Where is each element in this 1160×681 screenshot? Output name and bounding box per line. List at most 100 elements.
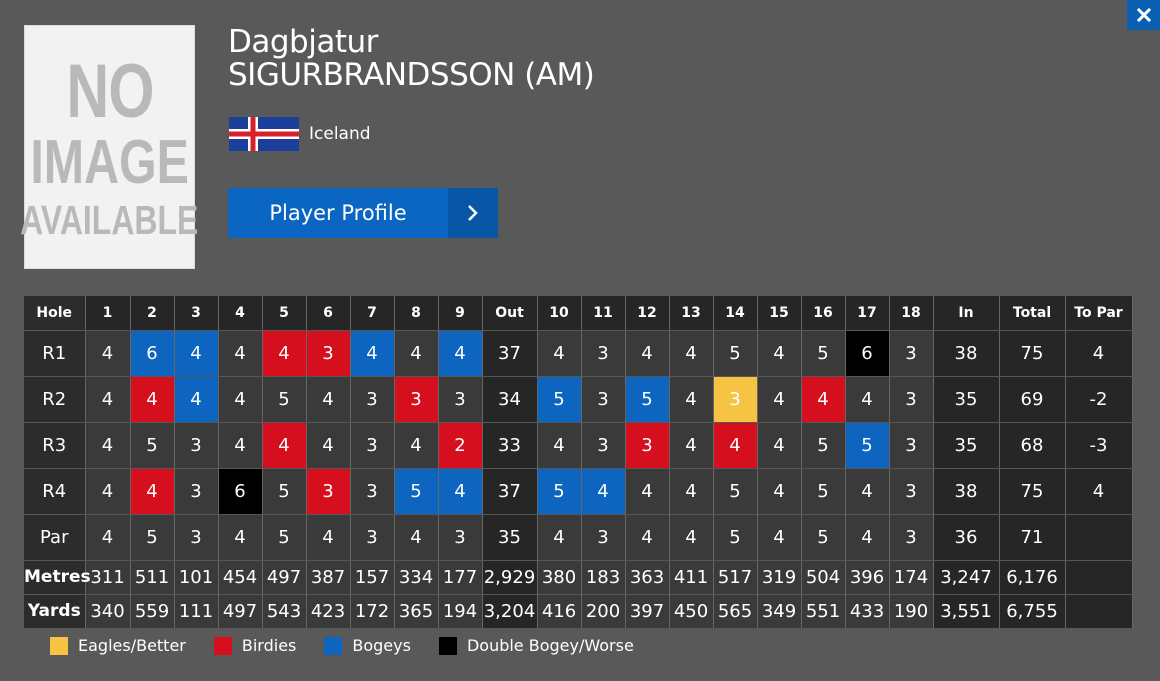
hole-score: 3: [174, 422, 219, 469]
close-button[interactable]: [1127, 0, 1160, 30]
header-cell: 6: [306, 296, 351, 331]
par-hole: 5: [262, 514, 307, 561]
hole-score: 4: [669, 330, 714, 377]
player-first-name: Dagbjatur: [228, 24, 378, 60]
hole-score: 4: [394, 422, 439, 469]
round-in: 35: [933, 422, 1000, 469]
hole-score: 5: [801, 330, 846, 377]
hole-score: 4: [625, 330, 670, 377]
round-row: R4 4 4 3 6 5 3 3 5 4 37 5 4 4 4 5 4 5 4 3 38 75 4: [24, 468, 1133, 515]
par-hole: 4: [394, 514, 439, 561]
round-label: R2: [24, 376, 86, 423]
hole-score: 3: [174, 468, 219, 515]
metres-out: 2,929: [482, 560, 538, 595]
yards-hole: 200: [581, 594, 626, 629]
round-to-par: 4: [1065, 330, 1133, 377]
header-cell: 16: [801, 296, 846, 331]
yards-hole: 349: [757, 594, 802, 629]
yards-hole: 543: [262, 594, 307, 629]
scorecard-header-row: Hole 1 2 3 4 5 6 7 8 9 Out 10 11 12 13 14 15 16 17 18 In Tota…: [24, 296, 1133, 331]
par-hole: 3: [174, 514, 219, 561]
header-cell: 13: [669, 296, 714, 331]
hole-score: 3: [889, 330, 934, 377]
hole-score: 5: [625, 376, 670, 423]
yards-hole: 565: [713, 594, 758, 629]
hole-score: 5: [537, 468, 582, 515]
hole-score: 5: [801, 468, 846, 515]
round-total: 75: [999, 468, 1066, 515]
metres-hole: 396: [845, 560, 890, 595]
metres-in: 3,247: [933, 560, 1000, 595]
yards-hole: 433: [845, 594, 890, 629]
header-cell: 5: [262, 296, 307, 331]
metres-hole: 334: [394, 560, 439, 595]
par-hole: 5: [130, 514, 175, 561]
hole-score: 4: [581, 468, 626, 515]
hole-score: 3: [581, 422, 626, 469]
metres-hole: 511: [130, 560, 175, 595]
hole-score: 4: [757, 376, 802, 423]
legend-item-double: Double Bogey/Worse: [438, 636, 634, 655]
round-row: R2 4 4 4 4 5 4 3 3 3 34 5 3 5 4 3 4 4 4 3 35 69 -2: [24, 376, 1133, 423]
yards-row: Yards 340 559 111 497 543 423 172 365 194 3,204 416…: [24, 594, 1133, 629]
hole-score: 5: [537, 376, 582, 423]
legend-swatch: [324, 636, 343, 655]
par-hole: 5: [713, 514, 758, 561]
hole-score: 3: [889, 468, 934, 515]
legend-swatch: [213, 636, 232, 655]
metres-hole: 183: [581, 560, 626, 595]
player-profile-label: Player Profile: [269, 201, 407, 225]
metres-hole: 411: [669, 560, 714, 595]
par-out: 35: [482, 514, 538, 561]
header-cell: 9: [438, 296, 483, 331]
par-hole: 4: [306, 514, 351, 561]
header-cell: 17: [845, 296, 890, 331]
round-out: 37: [482, 330, 538, 377]
metres-hole: 319: [757, 560, 802, 595]
yards-hole: 111: [174, 594, 219, 629]
round-row: R1 4 6 4 4 4 3 4 4 4 37 4 3 4 4 5 4 5 6 3 38 75 4: [24, 330, 1133, 377]
par-hole: 4: [757, 514, 802, 561]
par-to-par: [1065, 514, 1133, 561]
metres-label: Metres: [24, 560, 91, 595]
legend-swatch: [438, 636, 457, 655]
par-hole: 5: [801, 514, 846, 561]
hole-score: 4: [130, 468, 175, 515]
round-total: 68: [999, 422, 1066, 469]
hole-score: 3: [438, 376, 483, 423]
hole-score: 4: [306, 376, 351, 423]
yards-hole: 172: [350, 594, 395, 629]
metres-hole: 157: [350, 560, 395, 595]
player-profile-button[interactable]: Player Profile: [228, 188, 498, 238]
hole-score: 3: [581, 376, 626, 423]
par-row: Par 4 5 3 4 5 4 3 4 3 35 4 3 4 4 5 4 5 4 3 36 71: [24, 514, 1133, 561]
hole-score: 3: [350, 422, 395, 469]
hole-score: 4: [669, 468, 714, 515]
par-hole: 4: [218, 514, 263, 561]
player-name: Dagbjatur SIGURBRANDSSON (AM): [228, 24, 595, 93]
hole-score: 5: [713, 330, 758, 377]
yards-to-par: [1065, 594, 1133, 629]
hole-score: 4: [262, 422, 307, 469]
header-cell: Total: [999, 296, 1066, 331]
player-last-name: SIGURBRANDSSON (AM): [228, 57, 595, 93]
yards-hole: 416: [537, 594, 582, 629]
legend-item-eagle: Eagles/Better: [50, 636, 186, 655]
header-cell: 11: [581, 296, 626, 331]
hole-score: 4: [174, 330, 219, 377]
hole-score: 4: [669, 422, 714, 469]
round-label: R4: [24, 468, 86, 515]
par-hole: 3: [581, 514, 626, 561]
round-to-par: 4: [1065, 468, 1133, 515]
hole-score: 4: [350, 330, 395, 377]
hole-score: 5: [713, 468, 758, 515]
metres-to-par: [1065, 560, 1133, 595]
round-total: 75: [999, 330, 1066, 377]
hole-score: 3: [394, 376, 439, 423]
yards-hole: 194: [438, 594, 483, 629]
header-cell: 14: [713, 296, 758, 331]
legend-item-bogey: Bogeys: [324, 636, 411, 655]
hole-score: 3: [306, 468, 351, 515]
header-cell: 3: [174, 296, 219, 331]
round-label: R1: [24, 330, 86, 377]
